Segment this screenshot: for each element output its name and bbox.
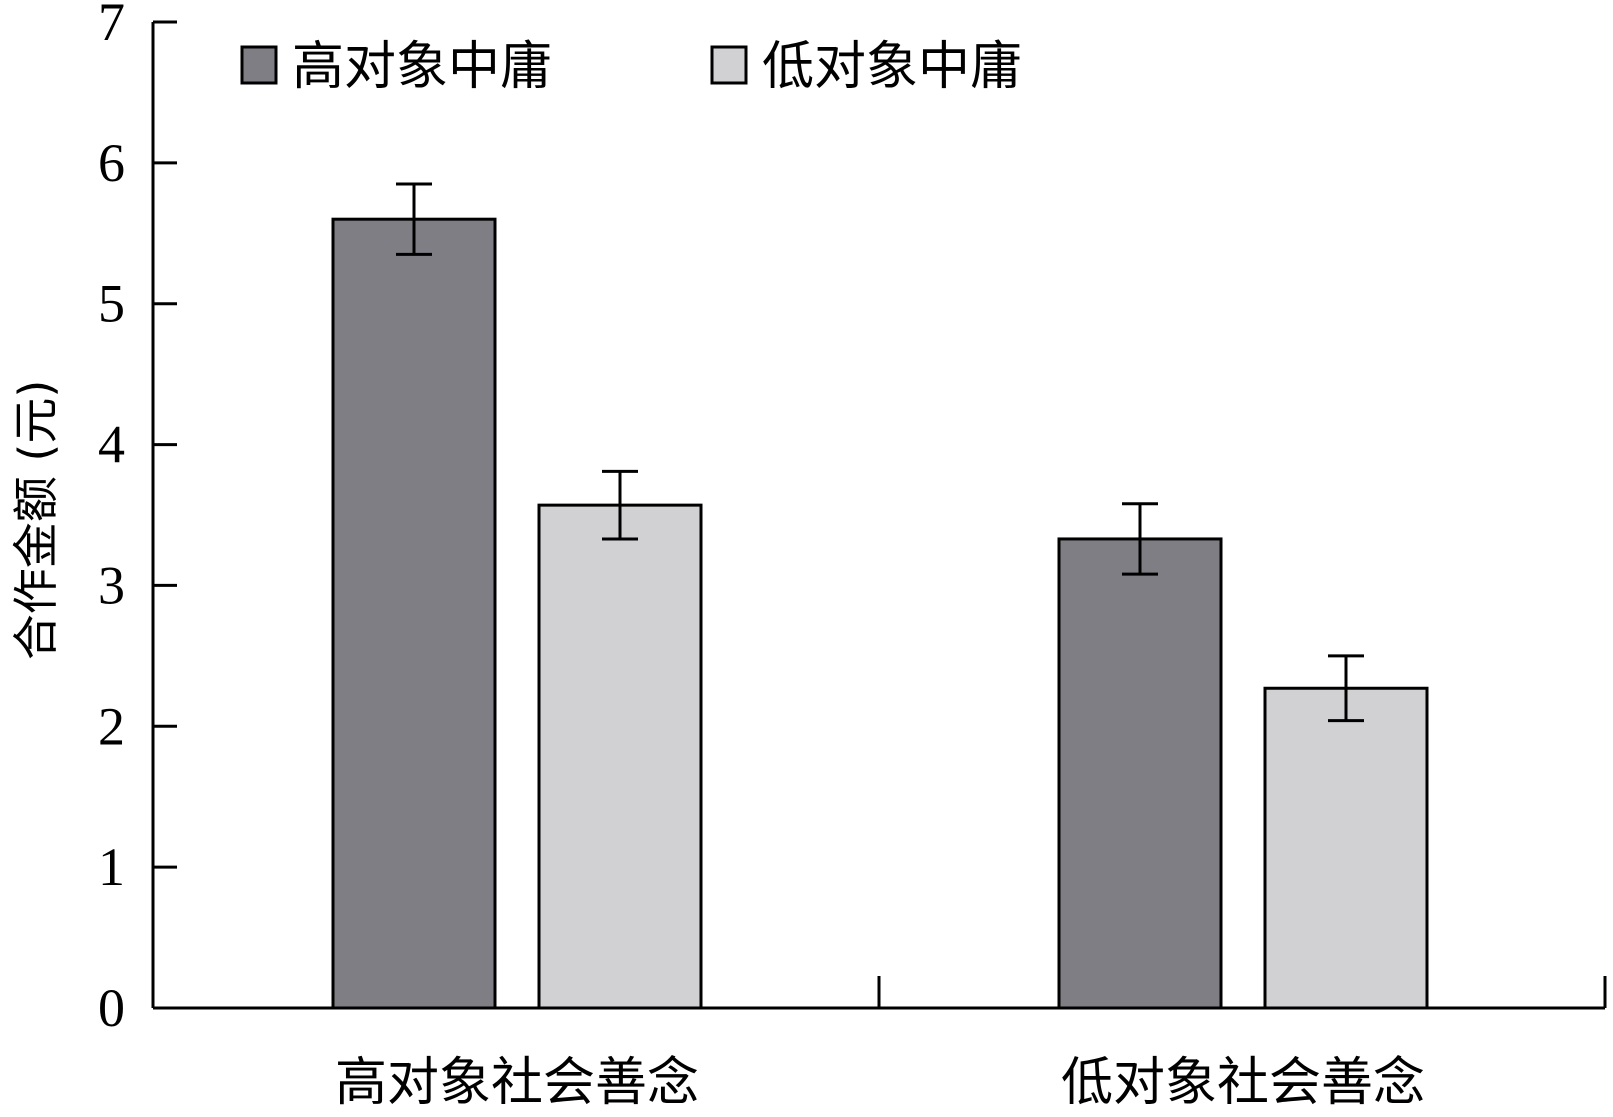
y-tick-label: 7 — [98, 0, 125, 52]
y-tick-label: 5 — [98, 274, 125, 334]
bar — [331, 217, 497, 1010]
bars-layer — [331, 217, 1429, 1010]
bar — [1057, 537, 1223, 1010]
legend-swatch — [710, 45, 748, 85]
y-tick-label: 1 — [98, 837, 125, 897]
x-category-labels: 高对象社会善念 低对象社会善念 — [335, 1053, 1425, 1113]
x-category-ticks — [877, 976, 1607, 1008]
bar — [1263, 686, 1429, 1010]
y-tick-label: 6 — [98, 133, 125, 193]
legend-label: 低对象中庸 — [762, 37, 1022, 97]
y-ticks: 0 1 2 3 4 5 6 7 — [98, 0, 177, 1038]
error-bars-layer — [396, 182, 1364, 723]
legend-label: 高对象中庸 — [292, 37, 552, 97]
y-tick-label: 3 — [98, 555, 125, 615]
x-category-label: 高对象社会善念 — [335, 1053, 699, 1113]
legend: 高对象中庸 低对象中庸 — [240, 37, 1022, 97]
x-category-label: 低对象社会善念 — [1061, 1053, 1425, 1113]
y-tick-label: 4 — [98, 415, 125, 475]
y-axis-title: 合作金额 (元) — [9, 380, 63, 661]
legend-swatch — [240, 45, 278, 85]
bar — [537, 503, 703, 1010]
y-tick-label: 0 — [98, 978, 125, 1038]
y-tick-label: 2 — [98, 696, 125, 756]
